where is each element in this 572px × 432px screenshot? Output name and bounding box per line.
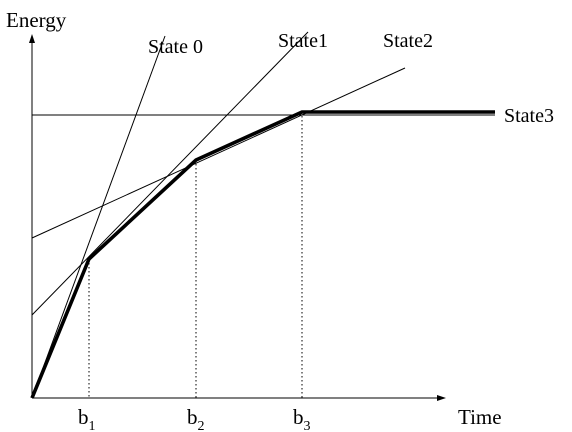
state-1-line	[31, 31, 309, 316]
x-axis-arrowhead	[437, 395, 446, 401]
state-1-label: State1	[278, 30, 328, 52]
state-2-line	[31, 67, 406, 239]
breakpoint-1-subscript: 1	[89, 419, 96, 432]
breakpoint-3-base: b	[293, 405, 304, 429]
breakpoint-1-label: b1	[78, 405, 96, 432]
state-3-label: State3	[504, 105, 554, 127]
breakpoint-2-label: b2	[187, 405, 205, 432]
breakpoint-3-label: b3	[293, 405, 311, 432]
breakpoint-3-subscript: 3	[304, 419, 311, 432]
breakpoint-2-subscript: 2	[198, 419, 205, 432]
breakpoint-2-base: b	[187, 405, 198, 429]
state-0-line	[31, 35, 166, 399]
minimum-energy-envelope	[30, 110, 495, 399]
y-axis-arrowhead	[29, 34, 35, 43]
state-2-label: State2	[383, 30, 433, 52]
x-axis-title: Time	[458, 405, 502, 429]
state-0-label: State 0	[148, 36, 203, 58]
y-axis-title: Energy	[6, 8, 67, 32]
breakpoint-1-base: b	[78, 405, 89, 429]
